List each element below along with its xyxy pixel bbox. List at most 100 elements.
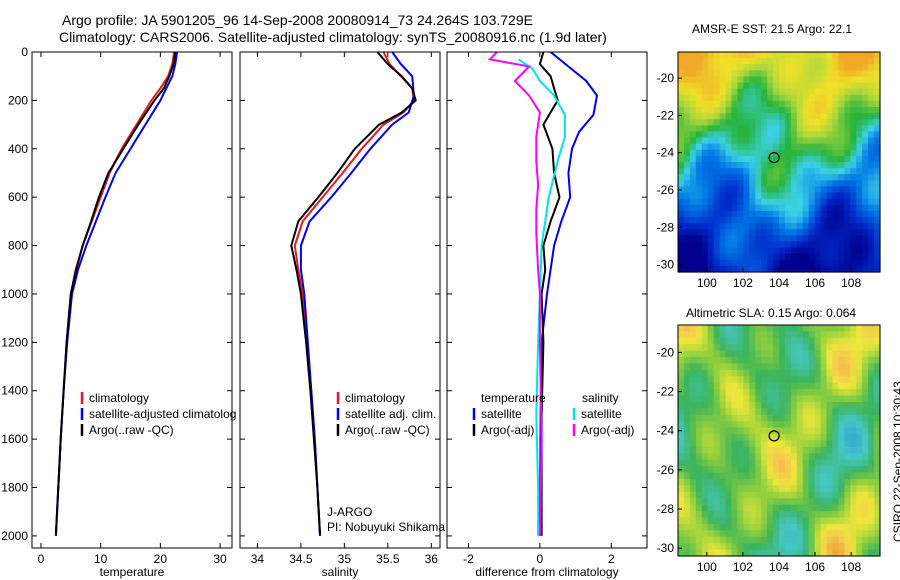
map-cell xyxy=(749,235,756,243)
map-cell xyxy=(713,485,721,493)
map-cell xyxy=(719,76,727,84)
map-cell xyxy=(868,155,875,163)
map-cell xyxy=(779,180,786,188)
map-cell xyxy=(683,459,691,467)
map-cell xyxy=(832,58,840,65)
map-cell xyxy=(749,247,756,255)
map-cell xyxy=(808,149,816,157)
map-cell xyxy=(749,357,756,365)
map-cell xyxy=(773,76,780,84)
map-cell xyxy=(838,168,845,175)
map-cell xyxy=(779,162,786,169)
map-cell xyxy=(767,253,774,261)
map-cell xyxy=(779,466,786,474)
map-cell xyxy=(707,223,715,230)
map-cell xyxy=(838,70,845,78)
map-cell xyxy=(820,331,828,339)
map-cell xyxy=(838,100,845,108)
map-cell xyxy=(683,204,691,212)
map-cell xyxy=(749,131,756,139)
map-cell xyxy=(761,479,768,487)
map-cell xyxy=(731,434,739,442)
map-cell xyxy=(701,491,709,499)
map-cell xyxy=(814,192,822,200)
map-cell xyxy=(874,100,881,108)
map-cell xyxy=(832,168,840,175)
map-cell xyxy=(850,192,857,200)
map-cell xyxy=(713,408,721,416)
map-cell xyxy=(838,143,845,151)
map-cell xyxy=(844,517,851,525)
map-cell xyxy=(755,530,762,538)
map-cell xyxy=(779,434,786,442)
map-cell xyxy=(695,402,703,410)
map-cell xyxy=(689,52,697,59)
map-cell xyxy=(707,434,715,442)
map-cell xyxy=(832,88,840,96)
map-cell xyxy=(838,229,845,236)
map-cell xyxy=(689,265,697,273)
map-cell xyxy=(868,408,875,416)
map-cell xyxy=(767,498,774,506)
map-cell xyxy=(844,344,851,352)
map-cell xyxy=(844,350,851,358)
map-cell xyxy=(868,168,875,175)
map-cell xyxy=(725,88,733,96)
map-cell xyxy=(755,198,762,206)
map-cell xyxy=(862,491,869,499)
map-cell xyxy=(719,180,727,188)
map-cell xyxy=(874,485,881,493)
map-cell xyxy=(701,466,709,474)
map-cell xyxy=(737,64,744,71)
map-cell xyxy=(826,76,834,84)
map-cell xyxy=(695,350,703,358)
map-cell xyxy=(796,357,804,365)
map-cell xyxy=(743,107,750,114)
map-cell xyxy=(755,440,762,448)
map-cell xyxy=(689,466,697,474)
map-cell xyxy=(737,143,744,151)
map-cell xyxy=(826,504,834,512)
map-cell xyxy=(678,64,685,71)
map-cell xyxy=(755,350,762,358)
map-cell xyxy=(737,344,744,352)
map-cell xyxy=(790,530,798,538)
map-cell xyxy=(814,162,822,169)
map-cell xyxy=(707,421,715,429)
map-cell xyxy=(713,64,721,71)
map-cell xyxy=(796,64,804,71)
map-cell xyxy=(802,434,810,442)
map-cell xyxy=(808,119,816,126)
map-cell xyxy=(779,198,786,206)
map-cell xyxy=(755,149,762,157)
map-cell xyxy=(707,259,715,267)
map-cell xyxy=(784,259,792,267)
map-cell xyxy=(761,192,768,200)
map-cell xyxy=(820,504,828,512)
map-cell xyxy=(761,402,768,410)
map-cell xyxy=(802,100,810,108)
map-cell xyxy=(790,162,798,169)
map-cell xyxy=(802,131,810,139)
map-cell xyxy=(678,58,685,65)
map-cell xyxy=(844,174,851,181)
map-cell xyxy=(743,162,750,169)
map-cell xyxy=(713,76,721,84)
map-cell xyxy=(838,389,845,397)
map-cell xyxy=(707,491,715,499)
map-cell xyxy=(731,149,739,157)
map-cell xyxy=(761,107,768,114)
map-cell xyxy=(755,113,762,120)
map-cell xyxy=(850,76,857,84)
map-cell xyxy=(773,180,780,188)
map-cell xyxy=(695,459,703,467)
map-cell xyxy=(832,70,840,78)
map-cell xyxy=(695,543,703,551)
map-cell xyxy=(808,100,816,108)
map-cell xyxy=(755,174,762,181)
map-cell xyxy=(802,421,810,429)
map-cell xyxy=(695,491,703,499)
map-cell xyxy=(755,382,762,390)
map-cell xyxy=(731,498,739,506)
map-cell xyxy=(725,382,733,390)
